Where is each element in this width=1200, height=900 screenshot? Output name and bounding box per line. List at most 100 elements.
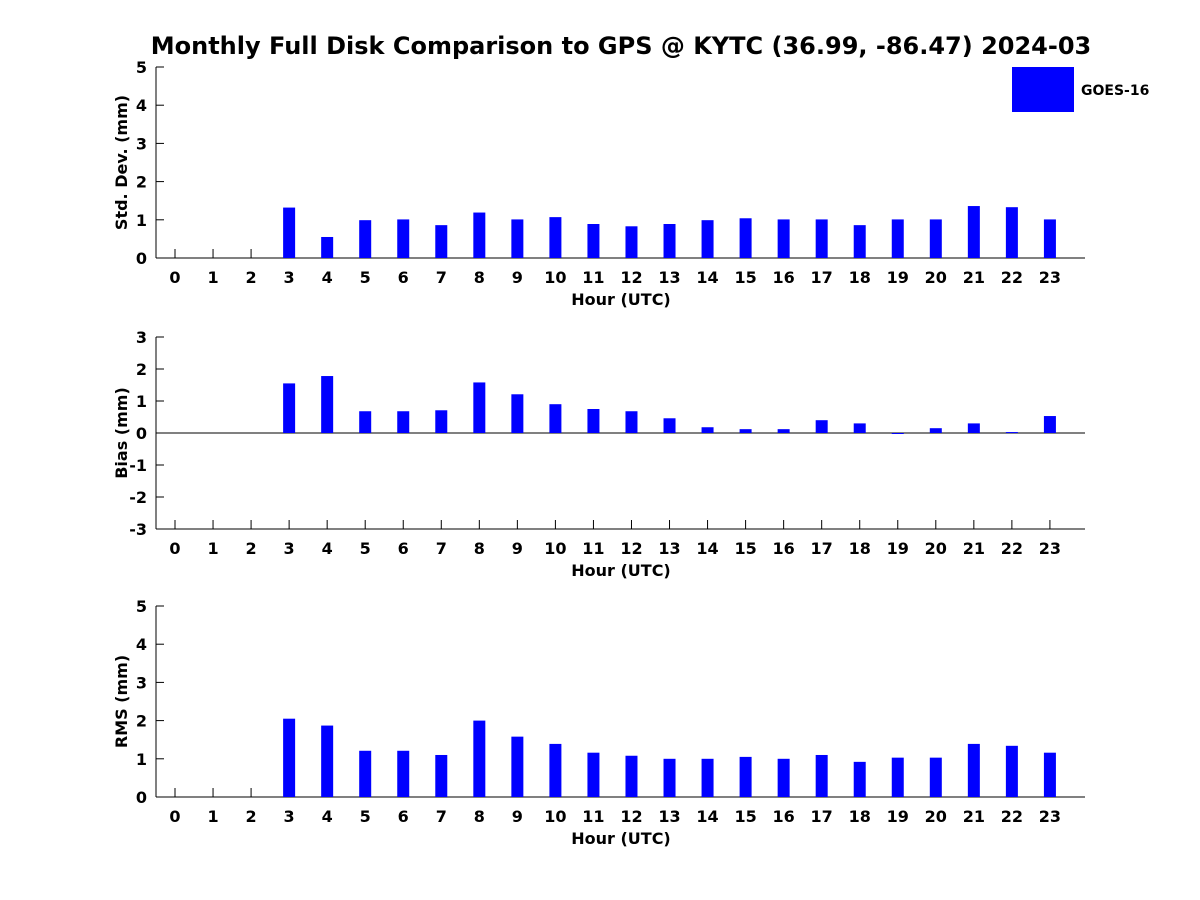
bar — [473, 720, 486, 797]
bar — [929, 428, 942, 433]
x-tick-label: 10 — [544, 807, 566, 826]
x-tick-label: 8 — [474, 539, 485, 558]
chart-title: Monthly Full Disk Comparison to GPS @ KY… — [151, 32, 1091, 60]
x-axis-label: Hour (UTC) — [571, 829, 671, 848]
bar — [473, 382, 486, 433]
y-axis-label: Bias (mm) — [112, 387, 131, 479]
x-tick-label: 5 — [360, 807, 371, 826]
x-tick-label: 17 — [811, 807, 833, 826]
y-tick-label: 3 — [136, 673, 147, 692]
bar — [1043, 752, 1056, 797]
x-tick-label: 19 — [887, 539, 909, 558]
bar — [359, 411, 372, 433]
x-tick-label: 9 — [512, 268, 523, 287]
bar — [853, 761, 866, 797]
bar — [397, 411, 410, 433]
x-tick-label: 18 — [849, 539, 871, 558]
y-tick-label: 3 — [136, 328, 147, 347]
bar — [549, 217, 562, 258]
x-tick-label: 6 — [398, 539, 409, 558]
x-tick-label: 8 — [474, 268, 485, 287]
x-tick-label: 21 — [963, 268, 985, 287]
bar — [625, 755, 638, 797]
x-tick-label: 17 — [811, 539, 833, 558]
bar — [891, 433, 904, 434]
y-tick-label: 0 — [136, 424, 147, 443]
legend-swatch — [1012, 67, 1074, 112]
x-tick-label: 14 — [696, 539, 718, 558]
y-tick-label: -1 — [129, 456, 147, 475]
x-axis-label: Hour (UTC) — [571, 290, 671, 309]
x-tick-label: 1 — [207, 268, 218, 287]
x-tick-label: 11 — [582, 268, 604, 287]
y-tick-label: -2 — [129, 488, 147, 507]
bar — [663, 418, 676, 433]
x-tick-label: 5 — [360, 539, 371, 558]
x-tick-label: 7 — [436, 807, 447, 826]
bar — [663, 758, 676, 797]
bar — [1005, 432, 1018, 434]
bar — [511, 219, 524, 258]
y-tick-label: 5 — [136, 58, 147, 77]
x-tick-label: 13 — [658, 807, 680, 826]
x-tick-label: 4 — [322, 268, 333, 287]
bar — [511, 736, 524, 797]
x-tick-label: 4 — [322, 807, 333, 826]
bar — [1005, 745, 1018, 797]
x-tick-label: 2 — [246, 807, 257, 826]
bar — [853, 225, 866, 258]
x-tick-label: 1 — [207, 539, 218, 558]
x-tick-label: 2 — [246, 268, 257, 287]
bar — [739, 756, 752, 797]
y-tick-label: -3 — [129, 520, 147, 539]
y-tick-label: 2 — [136, 360, 147, 379]
x-tick-label: 23 — [1039, 268, 1061, 287]
x-axis-label: Hour (UTC) — [571, 561, 671, 580]
y-tick-label: 2 — [136, 712, 147, 731]
y-tick-label: 4 — [136, 635, 147, 654]
x-tick-label: 23 — [1039, 807, 1061, 826]
x-tick-label: 17 — [811, 268, 833, 287]
x-tick-label: 22 — [1001, 268, 1023, 287]
bar — [587, 224, 600, 258]
y-tick-label: 5 — [136, 597, 147, 616]
bar — [739, 429, 752, 433]
x-tick-label: 14 — [696, 268, 718, 287]
x-tick-label: 20 — [925, 268, 947, 287]
x-tick-label: 14 — [696, 807, 718, 826]
bar — [549, 404, 562, 433]
y-tick-label: 1 — [136, 750, 147, 769]
bar — [967, 423, 980, 433]
x-tick-label: 12 — [620, 539, 642, 558]
bar — [891, 757, 904, 797]
bar — [929, 219, 942, 258]
bar — [1043, 416, 1056, 433]
x-tick-label: 7 — [436, 268, 447, 287]
bar — [967, 743, 980, 797]
bar — [549, 743, 562, 797]
bar — [321, 725, 334, 797]
x-tick-label: 4 — [322, 539, 333, 558]
x-tick-label: 7 — [436, 539, 447, 558]
y-axis-label: RMS (mm) — [112, 655, 131, 748]
x-tick-label: 0 — [169, 539, 180, 558]
x-tick-label: 19 — [887, 268, 909, 287]
x-tick-label: 0 — [169, 807, 180, 826]
bar — [321, 236, 334, 258]
x-tick-label: 18 — [849, 268, 871, 287]
y-tick-label: 2 — [136, 173, 147, 192]
bar — [701, 427, 714, 433]
x-tick-label: 18 — [849, 807, 871, 826]
x-tick-label: 12 — [620, 807, 642, 826]
y-axis-label: Std. Dev. (mm) — [112, 95, 131, 230]
x-tick-label: 16 — [773, 807, 795, 826]
x-tick-label: 22 — [1001, 539, 1023, 558]
x-tick-label: 20 — [925, 539, 947, 558]
bar — [815, 219, 828, 258]
bar — [739, 218, 752, 258]
x-tick-label: 21 — [963, 807, 985, 826]
